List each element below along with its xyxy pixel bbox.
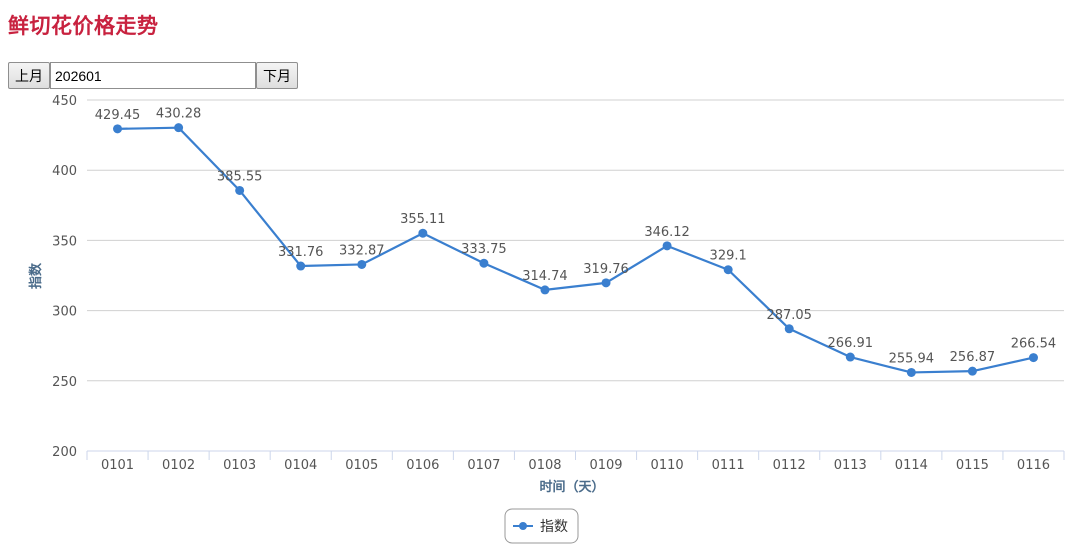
data-label: 385.55: [217, 169, 263, 184]
x-tick-label: 0113: [834, 458, 867, 473]
x-tick-label: 0104: [284, 458, 317, 473]
data-label: 332.87: [339, 243, 385, 258]
x-tick-label: 0102: [162, 458, 195, 473]
x-tick-label: 0107: [467, 458, 500, 473]
x-tick-label: 0101: [101, 458, 134, 473]
x-tick-label: 0114: [895, 458, 928, 473]
data-label: 314.74: [522, 269, 568, 284]
data-label: 355.11: [400, 212, 446, 227]
data-label: 287.05: [766, 308, 812, 323]
data-label: 255.94: [889, 351, 935, 366]
data-point: [967, 366, 977, 376]
legend-marker-icon: [519, 522, 527, 530]
month-controls: 上月 下月: [8, 62, 298, 89]
y-axis-label: 指数: [28, 262, 44, 289]
series-lines: [117, 126, 1034, 374]
month-input[interactable]: [50, 62, 256, 89]
prev-month-button[interactable]: 上月: [8, 62, 50, 89]
data-label: 266.54: [1011, 337, 1057, 352]
data-point: [1028, 353, 1038, 363]
page-title: 鲜切花价格走势: [8, 14, 159, 38]
data-label: 429.45: [95, 108, 141, 123]
x-tick-label: 0115: [956, 458, 989, 473]
data-label: 333.75: [461, 242, 507, 257]
x-tick-label: 0108: [528, 458, 561, 473]
data-label: 331.76: [278, 245, 324, 260]
x-axis-label: 时间（天）: [539, 479, 604, 495]
data-point: [357, 259, 367, 269]
data-points: [113, 123, 1038, 377]
data-point: [601, 278, 611, 288]
series-line: [117, 126, 1034, 374]
x-tick-label: 0111: [712, 458, 745, 473]
data-point: [845, 352, 855, 362]
data-point: [479, 258, 489, 268]
data-point: [418, 228, 428, 238]
data-point: [113, 124, 123, 134]
axes: 200 250 300 350 400 450 0101 0102 0103 0104 0105 01…: [52, 94, 1065, 473]
next-month-button[interactable]: 下月: [256, 62, 298, 89]
data-label: 266.91: [828, 336, 874, 351]
y-tick-label: 350: [52, 234, 77, 249]
data-point: [540, 285, 550, 295]
y-tick-label: 250: [52, 375, 77, 390]
x-tick-label: 0103: [223, 458, 256, 473]
data-point: [906, 367, 916, 377]
legend-label: 指数: [540, 519, 568, 535]
data-point: [174, 123, 184, 133]
x-tick-label: 0109: [589, 458, 622, 473]
data-point: [235, 185, 245, 195]
data-point: [296, 261, 306, 271]
data-point: [723, 265, 733, 275]
y-tick-label: 300: [52, 305, 77, 320]
grid-lines: [87, 99, 1064, 382]
x-tick-label: 0105: [345, 458, 378, 473]
y-tick-label: 450: [52, 94, 77, 109]
x-tick-label: 0116: [1017, 458, 1050, 473]
y-tick-label: 400: [52, 164, 77, 179]
legend[interactable]: 指数: [504, 508, 579, 544]
data-label: 256.87: [950, 350, 996, 365]
data-labels: 429.45 430.28 385.55 331.76 332.87 355.11 333.…: [95, 107, 1056, 367]
x-tick-label: 0106: [406, 458, 439, 473]
data-point: [784, 324, 794, 334]
y-tick-label: 200: [52, 445, 77, 460]
data-point: [662, 241, 672, 251]
data-label: 346.12: [644, 225, 690, 240]
data-label: 319.76: [583, 262, 629, 277]
data-label: 329.1: [710, 249, 747, 264]
x-tick-label: 0112: [773, 458, 806, 473]
legend-box: [504, 508, 579, 544]
data-label: 430.28: [156, 107, 202, 122]
x-tick-label: 0110: [651, 458, 684, 473]
